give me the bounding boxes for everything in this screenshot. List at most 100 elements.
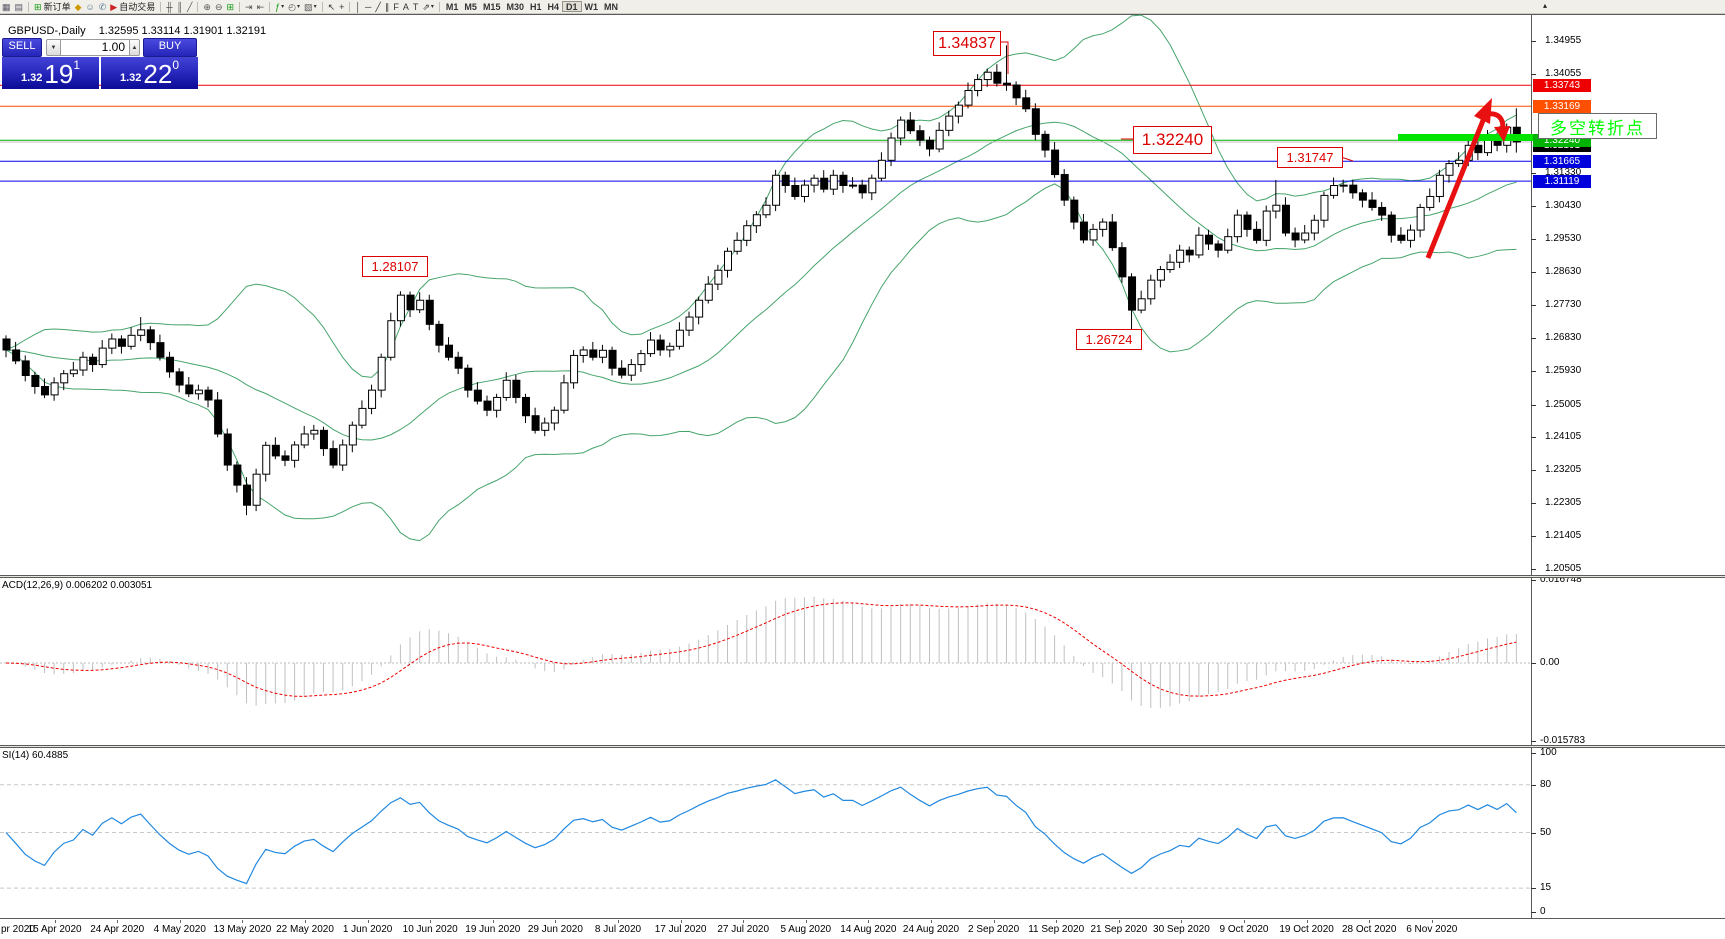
- price-tick-mark: [1531, 206, 1536, 208]
- bar-chart-icon[interactable]: ╫: [166, 1, 173, 12]
- date-tick-mark: [1369, 920, 1371, 923]
- macd-label: ACD(12,26,9) 0.006202 0.003051: [2, 580, 153, 591]
- text-icon[interactable]: A: [402, 1, 409, 12]
- price-callout: 1.26724: [1076, 329, 1142, 350]
- symbol-period-label: GBPUSD-,Daily: [8, 25, 86, 37]
- date-tick-mark: [618, 920, 619, 923]
- toolbar-separator: [160, 1, 162, 12]
- price-tick-mark: [1531, 503, 1536, 505]
- rsi-tick-mark: [1531, 888, 1536, 890]
- date-label: 27 Jul 2020: [717, 924, 770, 935]
- equidistant-channel-icon[interactable]: ∥: [384, 1, 390, 12]
- zoom-out-icon[interactable]: ⊖: [214, 1, 223, 12]
- buy-button[interactable]: BUY: [143, 37, 197, 57]
- rsi-canvas: [0, 779, 1531, 889]
- macd-axis-label: 0.00: [1540, 657, 1560, 668]
- profiles-icon[interactable]: ▤: [14, 1, 24, 12]
- notifications-icon[interactable]: ✆: [98, 1, 107, 12]
- macd-tick-mark: [1531, 741, 1536, 743]
- fibonacci-icon[interactable]: F: [393, 1, 399, 12]
- date-tick-mark: [1306, 920, 1308, 923]
- line-chart-icon[interactable]: ╱: [186, 1, 193, 12]
- price-tick-label: 1.20505: [1545, 563, 1582, 574]
- new-order-icon[interactable]: ⊞ 新订单: [34, 1, 71, 12]
- tile-windows-icon[interactable]: ⊞: [226, 1, 235, 12]
- timeframe-h4[interactable]: H4: [547, 1, 559, 12]
- chart-shift-icon[interactable]: ⇤: [256, 1, 265, 12]
- vertical-line-icon[interactable]: │: [355, 1, 362, 12]
- horizontal-line-icon[interactable]: ─: [365, 1, 372, 12]
- date-tick-mark: [54, 920, 56, 923]
- auto-scroll-icon[interactable]: ⇥: [245, 1, 253, 12]
- rsi-tick-mark: [1531, 784, 1536, 786]
- templates-icon[interactable]: ▧ ▾: [304, 1, 317, 12]
- date-tick-mark: [367, 920, 369, 923]
- price-tick-label: 1.34955: [1545, 35, 1582, 46]
- price-tick-mark: [1531, 41, 1536, 42]
- date-label: 19 Jun 2020: [465, 924, 521, 935]
- price-tick-label: 1.29530: [1545, 233, 1582, 245]
- date-tick-mark: [1431, 920, 1433, 923]
- date-label: 24 Apr 2020: [90, 924, 145, 935]
- turning-point-annotation[interactable]: 多空转折点: [1538, 113, 1657, 139]
- macd-panel-separator[interactable]: [0, 575, 1725, 578]
- cursor-icon[interactable]: ↖: [327, 1, 336, 12]
- toolbar-separator: [269, 1, 271, 12]
- main-chart-canvas: [0, 14, 1533, 542]
- text-label-icon[interactable]: T: [412, 1, 419, 12]
- timeframe-m15[interactable]: M15: [482, 1, 501, 12]
- autotrading-icon[interactable]: ▶ 自动交易: [110, 1, 156, 12]
- volume-up-button[interactable]: ▲: [129, 38, 140, 56]
- indicators-icon[interactable]: ƒ ▾: [275, 1, 285, 12]
- toolbar-overflow-icon[interactable]: ▴: [1543, 1, 1548, 10]
- date-label: 6 Nov 2020: [1406, 924, 1458, 935]
- timeframe-w1[interactable]: W1: [584, 1, 599, 12]
- macd-axis-label: -0.015783: [1540, 735, 1586, 747]
- sell-price-prefix: 1.32: [20, 72, 43, 84]
- timeframe-h1[interactable]: H1: [529, 1, 542, 12]
- timeframe-m5[interactable]: M5: [464, 1, 477, 12]
- price-tick-mark: [1531, 337, 1536, 339]
- bb-lower: [5, 183, 1517, 542]
- zoom-in-icon[interactable]: ⊕: [203, 1, 211, 12]
- date-tick-mark: [868, 920, 870, 923]
- timeframe-m30[interactable]: M30: [506, 1, 524, 12]
- volume-dropdown-button[interactable]: ▼: [46, 38, 61, 56]
- date-tick-mark: [179, 920, 181, 923]
- volume-input[interactable]: [61, 38, 129, 56]
- date-label: 30 Sep 2020: [1153, 924, 1210, 935]
- sell-button[interactable]: SELL: [2, 37, 42, 57]
- buy-price-prefix: 1.32: [119, 72, 142, 84]
- callout-connector: [1340, 156, 1354, 162]
- timeframe-mn[interactable]: MN: [604, 1, 619, 12]
- price-tick-mark: [1531, 370, 1536, 372]
- date-label: 2 Sep 2020: [968, 924, 1020, 935]
- date-label: 19 Oct 2020: [1279, 924, 1334, 935]
- date-tick-mark: [1056, 920, 1058, 923]
- metaquotes-icon[interactable]: ◆: [74, 1, 82, 12]
- candlestick-chart-icon[interactable]: ║: [176, 1, 183, 12]
- price-tick-mark: [1531, 470, 1536, 472]
- trendline-icon[interactable]: ╱: [375, 1, 381, 12]
- price-badge: 1.33743: [1533, 78, 1591, 92]
- toolbar-separator: [239, 1, 241, 12]
- shapes-icon[interactable]: ⇗ ▾: [422, 1, 434, 12]
- new-chart-icon[interactable]: ▦: [2, 1, 11, 12]
- rsi-panel-separator[interactable]: [0, 745, 1725, 748]
- price-tick-mark: [1531, 569, 1536, 570]
- price-tick-label: 1.22305: [1545, 497, 1582, 509]
- callout-connector: [999, 41, 1009, 74]
- price-callout: 1.34837: [933, 31, 1001, 56]
- sell-price-display[interactable]: 1.32 19 1: [2, 57, 99, 89]
- price-tick-label: 1.25930: [1545, 364, 1582, 376]
- community-icon[interactable]: ☺: [85, 1, 95, 12]
- price-callout: 1.32240: [1133, 126, 1212, 154]
- crosshair-icon[interactable]: +: [339, 1, 345, 12]
- price-tick-mark: [1531, 305, 1536, 306]
- buy-price-sup: 0: [172, 58, 180, 72]
- toolbar-separator: [321, 1, 323, 12]
- timeframe-d1[interactable]: D1: [562, 1, 582, 12]
- buy-price-display[interactable]: 1.32 22 0: [101, 57, 198, 89]
- timeframe-m1[interactable]: M1: [445, 1, 459, 12]
- periods-icon[interactable]: ◴ ▾: [288, 1, 301, 12]
